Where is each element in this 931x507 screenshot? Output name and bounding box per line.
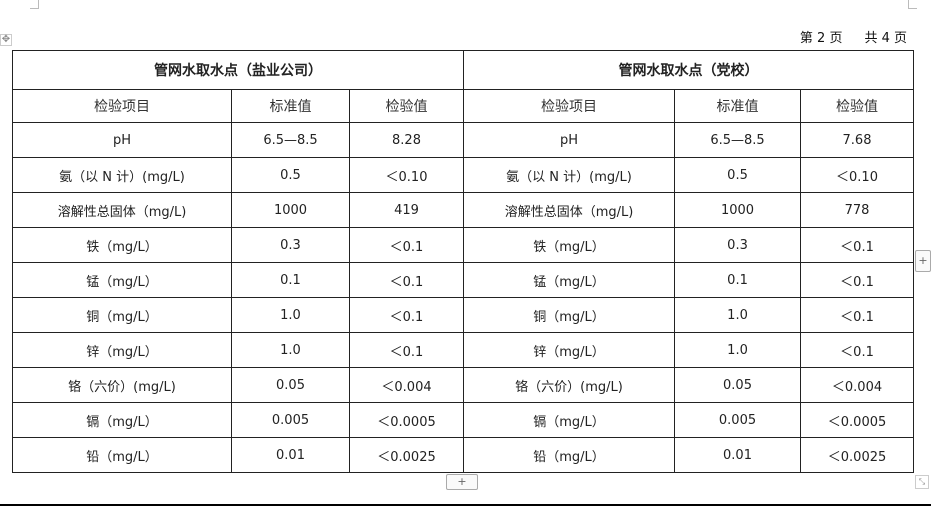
- test-value-cell: 8.28: [348, 122, 465, 158]
- standard-value-cell: 0.005: [231, 402, 350, 438]
- test-item-cell: 镉（mg/L）: [12, 402, 232, 438]
- test-item-cell: 铜（mg/L）: [463, 297, 676, 333]
- test-value-cell: ＜0.1: [800, 262, 915, 298]
- standard-value-cell: 1000: [674, 192, 802, 228]
- test-item-cell: 铁（mg/L）: [12, 227, 232, 263]
- table-row: 氨（以 N 计）(mg/L) 0.5 ＜0.10 氨（以 N 计）(mg/L) 0.5 ＜…: [12, 157, 915, 193]
- test-value-cell: ＜0.0005: [800, 402, 915, 438]
- standard-value-cell: 1.0: [674, 297, 802, 333]
- standard-value-cell: 0.5: [231, 157, 350, 193]
- test-value-cell: ＜0.10: [800, 157, 915, 193]
- table-row: 镉（mg/L） 0.005 ＜0.0005 镉（mg/L） 0.005 ＜0.0005: [12, 402, 915, 438]
- current-page: 第 2 页: [799, 31, 843, 46]
- column-header: 检验值: [348, 89, 465, 123]
- table-resize-icon[interactable]: ⤡: [915, 475, 929, 489]
- test-item-cell: 锰（mg/L）: [463, 262, 676, 298]
- test-value-cell: 419: [348, 192, 465, 228]
- column-header: 检验值: [800, 89, 915, 123]
- total-pages: 共 4 页: [864, 31, 907, 46]
- test-value-cell: 7.68: [800, 122, 915, 158]
- test-value-cell: ＜0.0025: [800, 437, 915, 473]
- test-value-cell: ＜0.1: [800, 297, 915, 333]
- page-number: 第 2 页 共 4 页: [778, 27, 907, 46]
- standard-value-cell: 0.1: [674, 262, 802, 298]
- table-move-handle-icon[interactable]: ✥: [0, 34, 12, 46]
- standard-value-cell: 0.1: [231, 262, 350, 298]
- water-quality-table: 管网水取水点（盐业公司） 管网水取水点（党校） 检验项目 标准值 检验值 检验项…: [11, 50, 915, 473]
- test-value-cell: ＜0.1: [348, 297, 465, 333]
- test-value-cell: ＜0.0005: [348, 402, 465, 438]
- test-item-cell: 氨（以 N 计）(mg/L): [463, 157, 676, 193]
- section-title-row: 管网水取水点（盐业公司） 管网水取水点（党校）: [11, 50, 915, 90]
- column-header: 检验项目: [12, 89, 232, 123]
- test-item-cell: 溶解性总固体（mg/L): [463, 192, 676, 228]
- test-item-cell: 铁（mg/L）: [463, 227, 676, 263]
- table-row: 铅（mg/L） 0.01 ＜0.0025 铅（mg/L） 0.01 ＜0.0025: [12, 437, 915, 473]
- test-item-cell: 锌（mg/L）: [463, 332, 676, 368]
- table-row: 铁（mg/L） 0.3 ＜0.1 铁（mg/L） 0.3 ＜0.1: [12, 227, 915, 263]
- margin-corner-top-right: [908, 0, 917, 9]
- margin-corner-top-left: [30, 0, 39, 9]
- test-value-cell: ＜0.0025: [348, 437, 465, 473]
- test-value-cell: ＜0.004: [800, 367, 915, 403]
- test-value-cell: ＜0.004: [348, 367, 465, 403]
- test-item-cell: 铅（mg/L）: [12, 437, 232, 473]
- test-item-cell: 镉（mg/L）: [463, 402, 676, 438]
- test-item-cell: 铬（六价）(mg/L): [12, 367, 232, 403]
- table-row: 溶解性总固体（mg/L) 1000 419 溶解性总固体（mg/L) 1000 778: [12, 192, 915, 228]
- table-row: 铬（六价）(mg/L) 0.05 ＜0.004 铬（六价）(mg/L) 0.05 ＜0.0…: [12, 367, 915, 403]
- test-item-cell: 铬（六价）(mg/L): [463, 367, 676, 403]
- standard-value-cell: 1.0: [674, 332, 802, 368]
- test-value-cell: 778: [800, 192, 915, 228]
- standard-value-cell: 0.005: [674, 402, 802, 438]
- standard-value-cell: 6.5—8.5: [674, 122, 802, 158]
- table-row: pH 6.5—8.5 8.28 pH 6.5—8.5 7.68: [12, 122, 915, 158]
- standard-value-cell: 0.5: [674, 157, 802, 193]
- standard-value-cell: 1.0: [231, 332, 350, 368]
- standard-value-cell: 0.3: [674, 227, 802, 263]
- table-row: 锌（mg/L） 1.0 ＜0.1 锌（mg/L） 1.0 ＜0.1: [12, 332, 915, 368]
- standard-value-cell: 0.01: [231, 437, 350, 473]
- standard-value-cell: 0.3: [231, 227, 350, 263]
- standard-value-cell: 0.05: [674, 367, 802, 403]
- column-header: 检验项目: [463, 89, 676, 123]
- test-item-cell: pH: [12, 122, 232, 158]
- table-row: 铜（mg/L） 1.0 ＜0.1 铜（mg/L） 1.0 ＜0.1: [12, 297, 915, 333]
- test-item-cell: 溶解性总固体（mg/L): [12, 192, 232, 228]
- test-value-cell: ＜0.1: [800, 227, 915, 263]
- test-value-cell: ＜0.1: [348, 262, 465, 298]
- standard-value-cell: 0.01: [674, 437, 802, 473]
- test-value-cell: ＜0.1: [800, 332, 915, 368]
- column-header: 标准值: [674, 89, 802, 123]
- column-header: 标准值: [231, 89, 350, 123]
- test-item-cell: pH: [463, 122, 676, 158]
- test-value-cell: ＜0.10: [348, 157, 465, 193]
- page-bottom-border: [0, 504, 931, 506]
- standard-value-cell: 1.0: [231, 297, 350, 333]
- add-column-button[interactable]: +: [915, 250, 931, 272]
- test-item-cell: 锌（mg/L）: [12, 332, 232, 368]
- standard-value-cell: 1000: [231, 192, 350, 228]
- section-title: 管网水取水点（党校）: [463, 50, 915, 90]
- test-value-cell: ＜0.1: [348, 227, 465, 263]
- table-row: 锰（mg/L） 0.1 ＜0.1 锰（mg/L） 0.1 ＜0.1: [12, 262, 915, 298]
- test-value-cell: ＜0.1: [348, 332, 465, 368]
- standard-value-cell: 6.5—8.5: [231, 122, 350, 158]
- test-item-cell: 锰（mg/L）: [12, 262, 232, 298]
- standard-value-cell: 0.05: [231, 367, 350, 403]
- test-item-cell: 氨（以 N 计）(mg/L): [12, 157, 232, 193]
- add-row-button[interactable]: +: [446, 474, 478, 490]
- column-header-row: 检验项目 标准值 检验值 检验项目 标准值 检验值: [12, 89, 915, 123]
- test-item-cell: 铜（mg/L）: [12, 297, 232, 333]
- section-title: 管网水取水点（盐业公司）: [11, 50, 465, 90]
- test-item-cell: 铅（mg/L）: [463, 437, 676, 473]
